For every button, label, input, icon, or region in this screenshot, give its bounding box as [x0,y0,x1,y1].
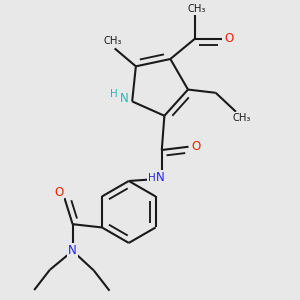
Text: O: O [191,140,200,153]
Text: CH₃: CH₃ [104,36,122,46]
Text: H: H [148,173,156,183]
Text: N: N [68,244,77,257]
Text: CH₃: CH₃ [232,112,251,123]
Text: H: H [110,89,118,99]
Text: N: N [120,92,128,105]
Text: CH₃: CH₃ [187,4,206,14]
Text: O: O [224,32,233,45]
Text: N: N [156,171,164,184]
Text: O: O [54,186,63,199]
